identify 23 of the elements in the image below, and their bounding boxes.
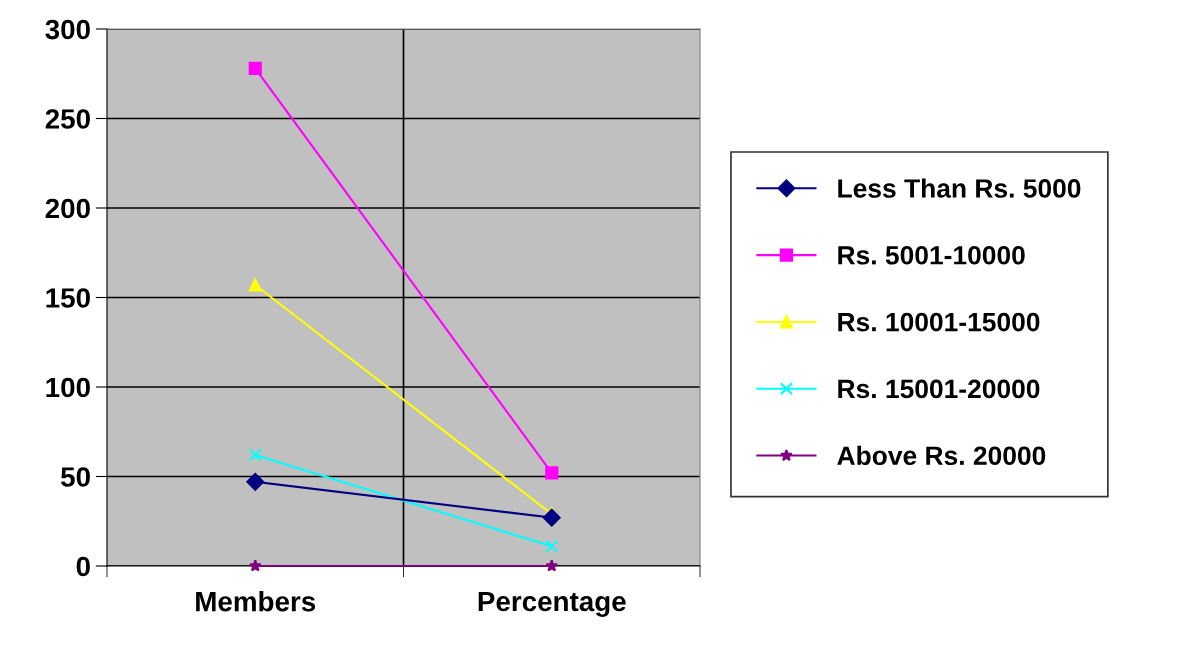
- y-tick-label: 100: [46, 377, 90, 398]
- legend-label: Rs. 10001-15000: [838, 312, 1040, 332]
- point: [246, 472, 265, 491]
- point: [248, 559, 262, 572]
- legend-label: Rs. 5001-10000: [838, 245, 1025, 265]
- point: [545, 466, 559, 480]
- point: [545, 539, 559, 553]
- y-tick-label: 250: [45, 109, 90, 129]
- y-tick-label: 200: [45, 198, 90, 219]
- x-tick-label: Members: [196, 591, 316, 612]
- x-tick-label: Percentage: [478, 591, 626, 617]
- legend-label: Less Than Rs. 5000: [838, 178, 1081, 198]
- point: [542, 508, 561, 527]
- legend-label: Rs. 15001-20000: [838, 379, 1040, 399]
- y-tick-label: 50: [60, 467, 90, 487]
- point: [248, 278, 262, 292]
- point: [545, 559, 559, 572]
- point: [248, 448, 262, 462]
- point: [248, 61, 262, 75]
- y-tick-label: 300: [45, 19, 90, 40]
- y-tick-label: 0: [76, 556, 90, 577]
- legend-label: Above Rs. 20000: [837, 445, 1046, 466]
- y-tick-label: 150: [46, 288, 90, 308]
